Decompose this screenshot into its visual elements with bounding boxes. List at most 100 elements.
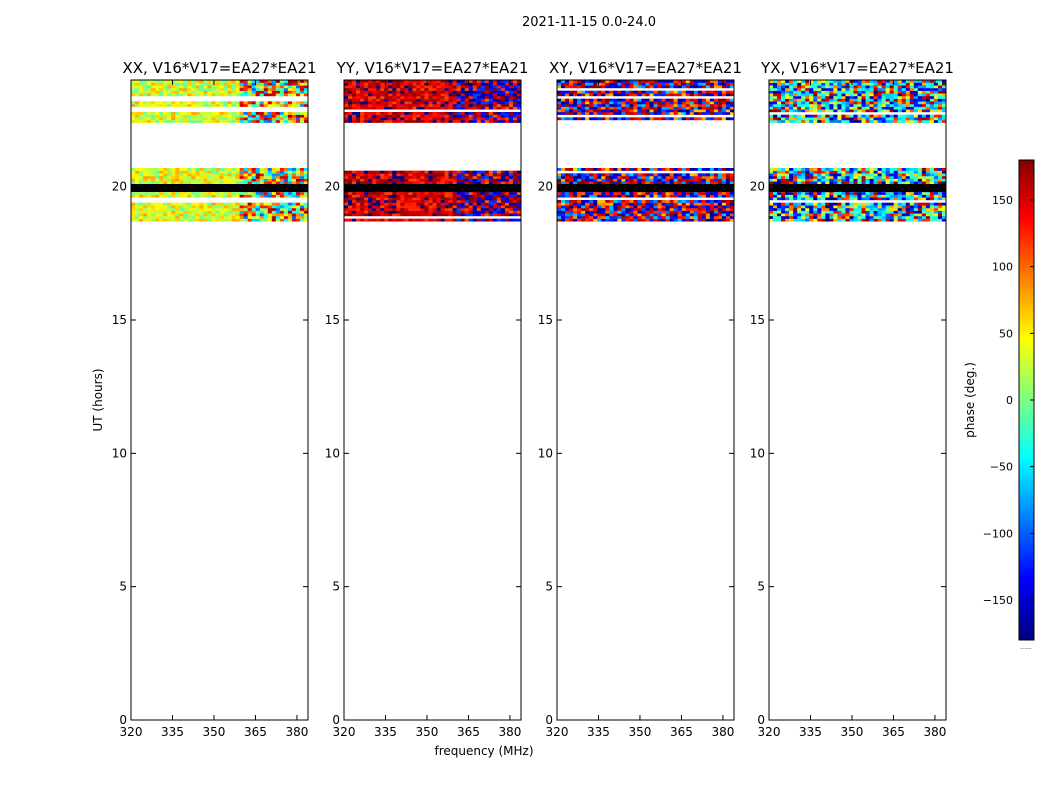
heatmap-cell (167, 176, 172, 179)
heatmap-cell (420, 197, 425, 201)
heatmap-cell (400, 176, 405, 179)
heatmap-cell (436, 80, 441, 83)
heatmap-cell (625, 216, 630, 219)
heatmap-cell (709, 192, 715, 195)
heatmap-cell (283, 216, 289, 219)
heatmap-cell (404, 213, 409, 217)
heatmap-cell (601, 213, 606, 217)
heatmap-cell (364, 117, 369, 121)
heatmap-cell (187, 88, 192, 91)
x-tick-label: 350 (203, 725, 226, 739)
heatmap-cell (609, 205, 614, 209)
heatmap-cell (368, 93, 373, 97)
heatmap-cell (135, 120, 140, 123)
heatmap-cell (789, 205, 794, 209)
heatmap-cell (223, 85, 228, 89)
heatmap-cell (271, 194, 277, 198)
heatmap-cell (512, 101, 518, 105)
heatmap-cell (665, 168, 670, 171)
heatmap-cell (432, 210, 437, 214)
heatmap-cell (239, 178, 244, 182)
heatmap-cell (283, 120, 289, 123)
heatmap-cell (941, 168, 947, 171)
heatmap-cell (171, 104, 176, 107)
heatmap-cell (159, 218, 164, 222)
heatmap-cell (456, 82, 461, 86)
heatmap-cell (295, 168, 301, 171)
heatmap-cell (889, 216, 894, 219)
heatmap-cell (259, 80, 265, 83)
heatmap-cell (873, 197, 878, 201)
heatmap-cell (721, 216, 727, 219)
heatmap-cell (597, 90, 602, 94)
heatmap-cell (472, 205, 478, 209)
heatmap-cell (432, 218, 437, 222)
heatmap-cell (480, 80, 486, 83)
heatmap-cell (344, 80, 349, 83)
heatmap-cell (793, 181, 798, 185)
heatmap-cell (227, 112, 232, 115)
heatmap-cell (368, 192, 373, 195)
heatmap-cell (299, 82, 305, 86)
heatmap-cell (408, 106, 413, 110)
heatmap-cell (793, 168, 798, 171)
heatmap-cell (569, 210, 574, 214)
heatmap-cell (211, 213, 216, 217)
heatmap-cell (573, 82, 578, 86)
heatmap-cell (665, 117, 670, 121)
heatmap-cell (428, 85, 433, 89)
heatmap-cell (424, 101, 429, 105)
heatmap-cell (725, 192, 731, 195)
heatmap-cell (388, 218, 393, 222)
heatmap-cell (476, 208, 482, 211)
heatmap-cell (444, 178, 449, 182)
heatmap-cell (729, 192, 735, 195)
heatmap-cell (649, 176, 654, 179)
heatmap-cell (420, 218, 425, 222)
heatmap-cell (440, 120, 445, 123)
heatmap-cell (629, 98, 634, 102)
heatmap-cell (356, 194, 361, 198)
heatmap-cell (569, 173, 574, 177)
heatmap-cell (360, 213, 365, 217)
heatmap-cell (368, 208, 373, 211)
heatmap-cell (472, 170, 478, 174)
heatmap-cell (452, 80, 457, 83)
heatmap-cell (448, 173, 453, 177)
heatmap-cell (593, 101, 598, 105)
heatmap-cell (516, 197, 522, 201)
heatmap-cell (468, 104, 474, 107)
heatmap-cell (235, 90, 240, 94)
heatmap-cell (713, 93, 719, 97)
heatmap-cell (440, 208, 445, 211)
heatmap-cell (581, 216, 586, 219)
heatmap-cell (452, 104, 457, 107)
heatmap-cell (937, 213, 943, 217)
heatmap-cell (239, 213, 244, 217)
heatmap-cell (251, 101, 256, 105)
heatmap-cell (488, 205, 494, 209)
heatmap-cell (669, 173, 674, 177)
heatmap-cell (873, 173, 878, 177)
heatmap-cell (869, 192, 874, 195)
heatmap-cell (436, 82, 441, 86)
heatmap-cell (653, 181, 658, 185)
heatmap-cell (364, 210, 369, 214)
heatmap-cell (661, 117, 666, 121)
heatmap-cell (873, 208, 878, 211)
heatmap-cell (496, 117, 502, 121)
heatmap-cell (697, 82, 703, 86)
heatmap-cell (376, 117, 381, 121)
heatmap-cell (769, 197, 774, 201)
heatmap-cell (665, 208, 670, 211)
heatmap-cell (721, 109, 727, 113)
heatmap-cell (151, 194, 156, 198)
heatmap-cell (271, 85, 277, 89)
heatmap-cell (921, 218, 927, 222)
heatmap-cell (857, 216, 862, 219)
heatmap-cell (199, 168, 204, 171)
heatmap-cell (633, 200, 638, 203)
heatmap-cell (633, 93, 638, 97)
heatmap-cell (143, 104, 148, 107)
heatmap-cell (709, 117, 715, 121)
